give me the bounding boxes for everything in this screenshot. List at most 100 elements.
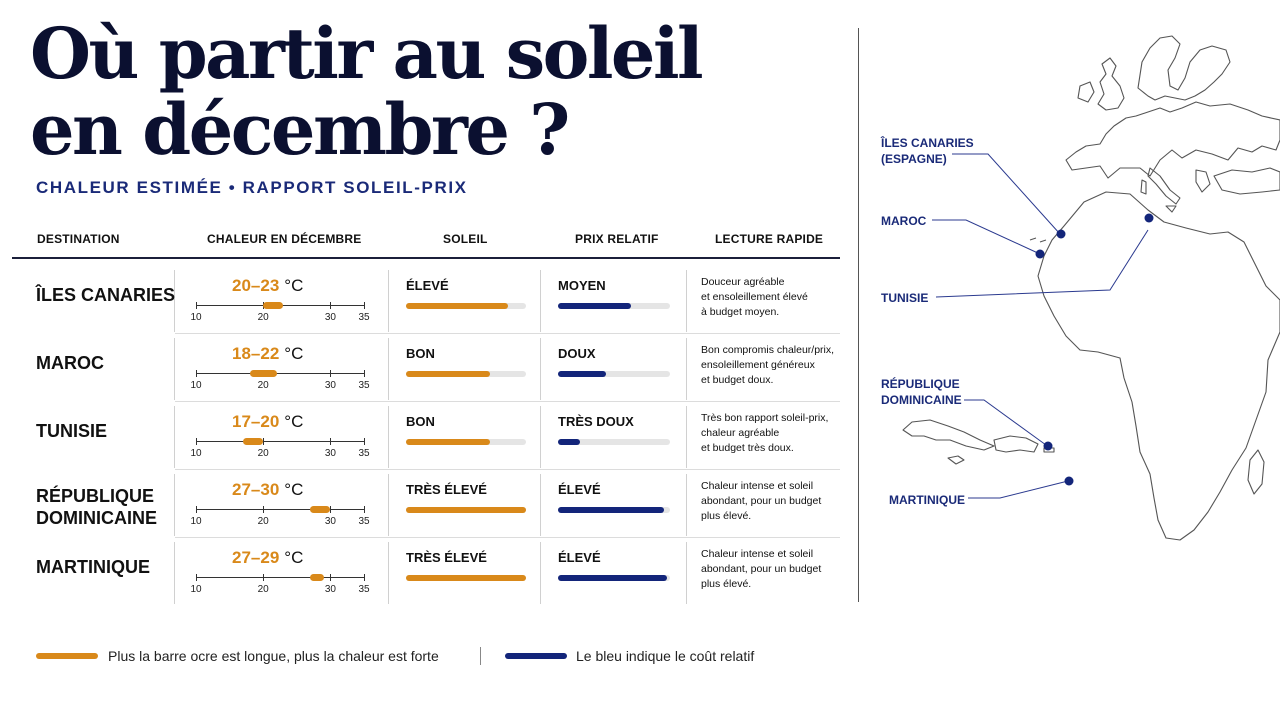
- heat-scale: 10 20 30 35: [190, 504, 370, 528]
- heat-range-bar: [243, 438, 264, 445]
- column-separator: [388, 406, 389, 468]
- heat-scale-tick-label: 10: [190, 516, 202, 527]
- price-level-track: [558, 303, 670, 309]
- column-header-destination: DESTINATION: [37, 232, 120, 246]
- heat-scale-tick-label: 10: [190, 380, 202, 391]
- price-level-label: TRÈS DOUX: [558, 414, 634, 429]
- quick-read-line: et budget doux.: [701, 374, 774, 386]
- heat-scale-tick: [364, 302, 365, 309]
- heat-scale-tick: [330, 370, 332, 377]
- map-label-maroc: MAROC: [881, 213, 926, 229]
- heat-scale-tick: [263, 438, 265, 445]
- legend-price-swatch: [505, 653, 567, 659]
- table-row: ÎLES CANARIES 20–23 °C 10 20 30 35 ÉLEVÉ MOYEN Do…: [0, 268, 845, 334]
- quick-read-line: chaleur agréable: [701, 427, 780, 439]
- heat-scale-tick-label: 20: [257, 312, 269, 323]
- map-label-dominicaine-line-2: DOMINICAINE: [881, 393, 962, 407]
- map-land-europe: [1065, 101, 1280, 179]
- sun-level-label: ÉLEVÉ: [406, 278, 449, 293]
- heat-scale-tick: [263, 574, 265, 581]
- temperature-range-value: 27–30: [232, 480, 280, 499]
- temperature-unit: °C: [284, 344, 304, 363]
- column-separator: [174, 338, 175, 400]
- heat-scale-tick: [330, 438, 332, 445]
- map-land-ireland: [1077, 81, 1095, 103]
- price-level-label: ÉLEVÉ: [558, 482, 601, 497]
- temperature-unit: °C: [284, 412, 304, 431]
- column-header-price: PRIX RELATIF: [575, 232, 659, 246]
- leader-canaries: [952, 153, 1061, 235]
- price-level-bar: [558, 371, 607, 377]
- table-row: RÉPUBLIQUE DOMINICAINE 27–30 °C 10 20 30 35 TRÈS…: [0, 472, 845, 538]
- sun-level-track: [406, 303, 526, 309]
- heat-scale-tick: [196, 438, 197, 445]
- sun-level-track: [406, 507, 526, 513]
- quick-read-line: Chaleur intense et soleil: [701, 548, 814, 560]
- temperature-unit: °C: [284, 548, 304, 567]
- heat-scale-tick: [330, 574, 332, 581]
- legend-separator: [480, 647, 481, 665]
- temperature-unit: °C: [284, 480, 304, 499]
- sun-level-track: [406, 439, 526, 445]
- heat-range-bar: [310, 506, 331, 513]
- map-dot-tunisie: [1144, 213, 1154, 223]
- map-land-greece: [1195, 169, 1211, 193]
- map-dot-dominicaine: [1043, 441, 1053, 451]
- heat-scale-tick-label: 30: [324, 584, 336, 595]
- quick-read-note: Bon compromis chaleur/prix, ensoleillemen…: [701, 343, 846, 388]
- map-label-canaries-line-2: (ESPAGNE): [881, 152, 947, 166]
- heat-scale-axis: [196, 509, 364, 510]
- heat-range-bar: [310, 574, 324, 581]
- heat-scale-tick: [330, 506, 332, 513]
- column-separator: [540, 270, 541, 332]
- column-separator: [540, 406, 541, 468]
- quick-read-line: plus élevé.: [701, 510, 752, 522]
- map: [902, 35, 1280, 541]
- price-level-bar: [558, 439, 581, 445]
- destination-name-line: DOMINICAINE: [36, 508, 157, 528]
- column-separator: [174, 542, 175, 604]
- destination-name: MARTINIQUE: [36, 557, 150, 577]
- temperature-range: 27–29 °C: [232, 548, 303, 568]
- column-header-sun: SOLEIL: [443, 232, 488, 246]
- heat-scale-tick-label: 35: [358, 448, 370, 459]
- column-separator: [388, 542, 389, 604]
- heat-scale-axis: [196, 441, 364, 442]
- heat-scale-tick-label: 10: [190, 448, 202, 459]
- heat-scale-tick-label: 10: [190, 312, 202, 323]
- column-separator: [540, 474, 541, 536]
- column-separator: [686, 474, 687, 536]
- table-row: MAROC 18–22 °C 10 20 30 35 BON DOUX Bon compromis…: [0, 336, 845, 402]
- row-separator: [175, 537, 840, 538]
- column-separator: [540, 338, 541, 400]
- heat-scale-tick: [364, 370, 365, 377]
- page-title-line-2: en décembre ?: [30, 88, 570, 171]
- table-row: MARTINIQUE 27–29 °C 10 20 30 35 TRÈS ÉLEVÉ ÉLEVÉ…: [0, 540, 845, 606]
- map-label-tunisie: TUNISIE: [881, 290, 928, 306]
- map-land-canary-islands: [1029, 237, 1047, 243]
- heat-scale-tick-label: 10: [190, 584, 202, 595]
- table-row: TUNISIE 17–20 °C 10 20 30 35 BON TRÈS DOUX Très b…: [0, 404, 845, 470]
- legend-heat-text: Plus la barre ocre est longue, plus la c…: [108, 648, 439, 664]
- temperature-unit: °C: [284, 276, 304, 295]
- column-separator: [686, 406, 687, 468]
- temperature-range: 20–23 °C: [232, 276, 303, 296]
- price-level-label: MOYEN: [558, 278, 606, 293]
- map-label-tunisie-line-1: TUNISIE: [881, 291, 929, 305]
- price-level-track: [558, 507, 670, 513]
- page-subtitle: CHALEUR ESTIMÉE • RAPPORT SOLEIL-PRIX: [36, 178, 468, 197]
- heat-scale-tick-label: 35: [358, 584, 370, 595]
- quick-read-note: Très bon rapport soleil-prix, chaleur agr…: [701, 411, 846, 456]
- quick-read-line: et ensoleillement élevé: [701, 291, 808, 303]
- column-separator: [174, 474, 175, 536]
- map-land-africa: [1037, 191, 1280, 541]
- quick-read-line: et budget très doux.: [701, 442, 794, 454]
- temperature-range-value: 27–29: [232, 548, 280, 567]
- heat-scale-tick: [263, 506, 265, 513]
- sun-level-bar: [406, 303, 508, 309]
- sun-level-label: TRÈS ÉLEVÉ: [406, 550, 487, 565]
- sun-level-track: [406, 575, 526, 581]
- price-level-bar: [558, 303, 631, 309]
- heat-scale-tick-label: 35: [358, 380, 370, 391]
- legend-heat-swatch: [36, 653, 98, 659]
